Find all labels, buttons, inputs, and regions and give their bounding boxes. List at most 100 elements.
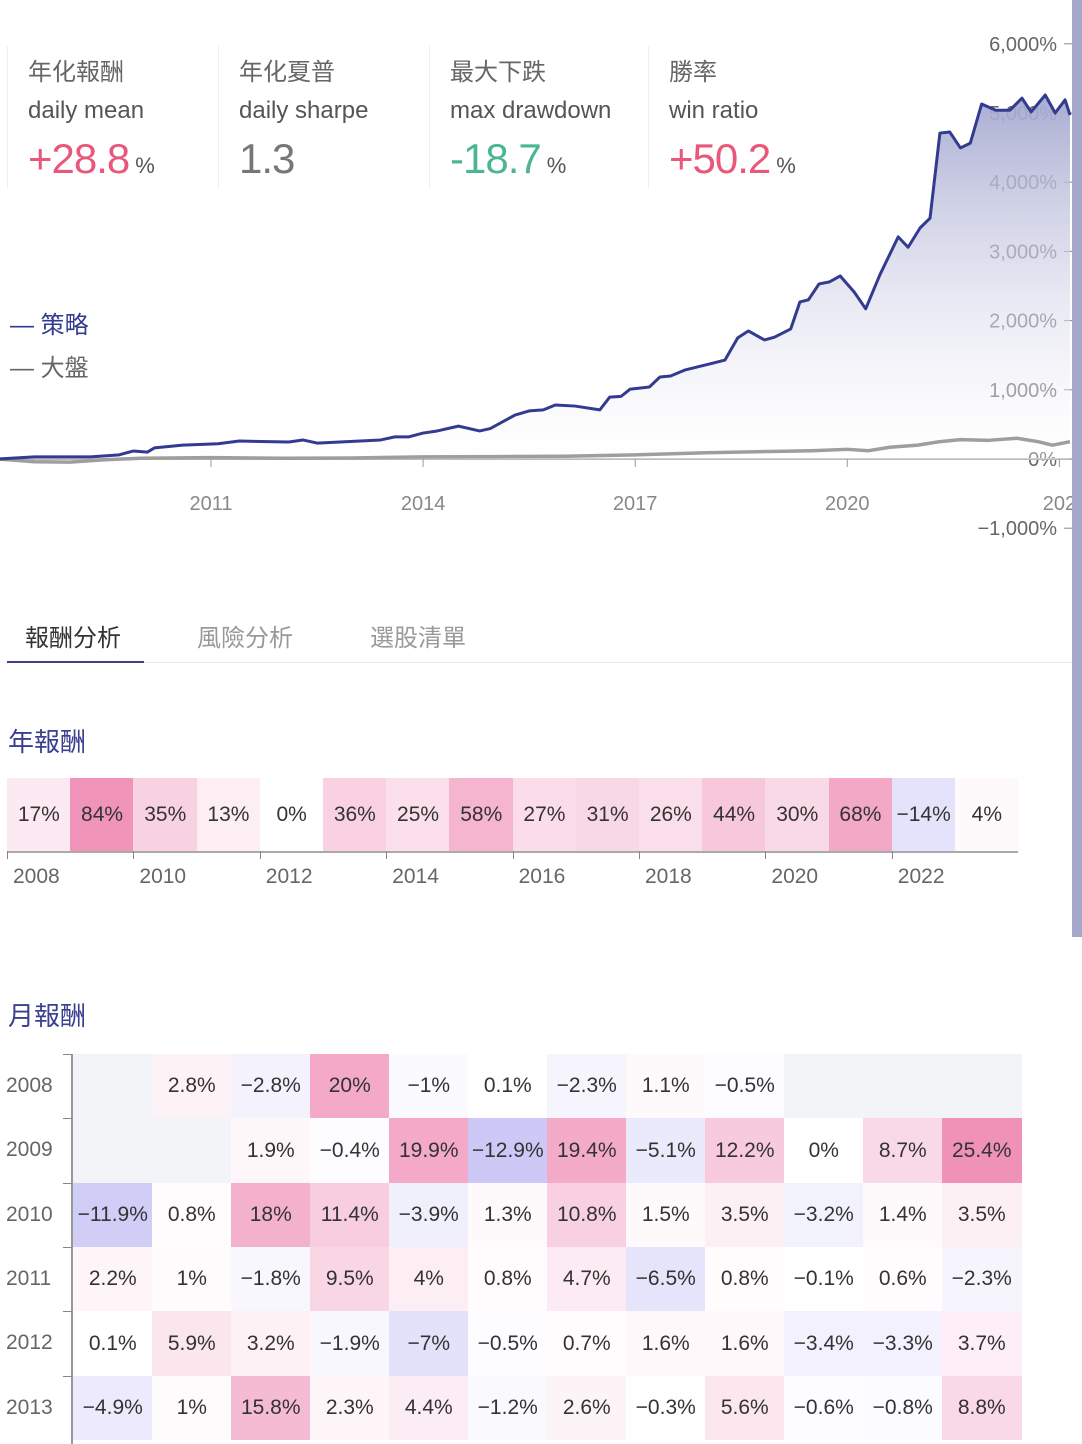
monthly-cell: 5.6% [705, 1375, 785, 1441]
monthly-cell: 9.5% [310, 1246, 390, 1312]
annual-cell: 13% [196, 778, 261, 851]
monthly-cell: −4.9% [73, 1375, 153, 1441]
monthly-cell: 3.5% [942, 1182, 1022, 1248]
monthly-cell: 3.7% [942, 1311, 1022, 1376]
monthly-cell: 1% [152, 1246, 232, 1312]
annual-cell: 35% [133, 778, 198, 851]
monthly-tick-mark [63, 1246, 72, 1248]
x-tick-label: 2020 [825, 493, 870, 515]
x-tick-label: 202 [1043, 493, 1076, 515]
monthly-cell: −11.9% [73, 1182, 153, 1248]
stat-label-zh: 勝率 [669, 59, 717, 86]
stat-label-en: max drawdown [450, 97, 612, 124]
monthly-cell: 4.4% [389, 1375, 469, 1441]
annual-cell: 36% [323, 778, 387, 851]
stat-value: +50.2% [669, 135, 863, 183]
annual-cell: 84% [70, 778, 134, 851]
monthly-cell: −0.5% [468, 1311, 548, 1376]
monthly-cell: 19.4% [547, 1118, 627, 1184]
monthly-cell: −3.3% [863, 1311, 943, 1376]
monthly-tick-mark [63, 1311, 72, 1313]
monthly-cell [863, 1054, 943, 1119]
monthly-cell: 0% [784, 1118, 864, 1184]
monthly-row-label: 2011 [6, 1266, 52, 1290]
monthly-cell: −3.9% [389, 1182, 469, 1248]
stat-label-zh: 年化夏普 [239, 59, 335, 86]
strategy-line [0, 93, 1072, 461]
monthly-cell [152, 1118, 232, 1184]
monthly-cell [73, 1054, 153, 1119]
x-tick-label: 2014 [401, 493, 446, 515]
stat-number: -18.7 [450, 135, 542, 182]
monthly-cell: −0.5% [705, 1054, 785, 1119]
monthly-cell: 4% [389, 1246, 469, 1312]
stat-card: 年化夏普 daily sharpe 1.3 [218, 46, 429, 188]
monthly-cell: 0.1% [73, 1311, 153, 1376]
tab-stock-list[interactable]: 選股清單 [370, 625, 466, 652]
annual-cell: 27% [512, 778, 577, 851]
monthly-cell: 3.5% [705, 1182, 785, 1248]
stat-unit: % [776, 153, 796, 178]
legend-strategy[interactable]: — 策略 [10, 312, 89, 339]
monthly-cell: 8.8% [942, 1375, 1022, 1441]
annual-tick-mark [7, 851, 8, 859]
monthly-cell [73, 1118, 153, 1184]
annual-tick-label: 2020 [771, 865, 819, 888]
annual-tick-mark [386, 851, 388, 859]
stat-card: 勝率 win ratio +50.2% [648, 46, 863, 188]
monthly-tick-mark [63, 1054, 72, 1055]
monthly-cell: 2.8% [152, 1054, 232, 1119]
monthly-row-label: 2009 [6, 1138, 53, 1162]
annual-axis-line [7, 851, 1018, 853]
monthly-cell: −3.4% [784, 1311, 864, 1376]
monthly-tick-mark [63, 1182, 72, 1184]
monthly-cell: −2.8% [231, 1054, 311, 1119]
annual-cell: 17% [7, 778, 71, 851]
monthly-row-label: 2010 [6, 1202, 53, 1226]
monthly-cell: −0.8% [863, 1375, 943, 1441]
stat-number: +50.2 [669, 135, 771, 182]
active-tab-indicator [7, 661, 144, 663]
monthly-cell: 20% [310, 1054, 390, 1119]
annual-cell: 31% [575, 778, 640, 851]
tab-returns-analysis[interactable]: 報酬分析 [25, 625, 121, 652]
annual-cell: 4% [955, 778, 1019, 851]
benchmark-line [0, 436, 1071, 464]
annual-cell: 44% [702, 778, 766, 851]
monthly-cell: 0.7% [547, 1311, 627, 1376]
monthly-cell: 2.2% [73, 1246, 153, 1312]
stat-label-zh: 最大下跌 [450, 59, 546, 86]
monthly-cell: 11.4% [310, 1182, 390, 1248]
annual-tick-mark [639, 851, 640, 859]
stat-value: -18.7% [450, 135, 640, 183]
stat-value: +28.8% [28, 135, 218, 183]
scrollbar[interactable] [1072, 0, 1082, 937]
monthly-cell: 1.9% [231, 1118, 311, 1184]
monthly-cell: −3.2% [784, 1182, 864, 1248]
annual-cell: 0% [259, 778, 324, 851]
annual-tick-label: 2010 [139, 865, 187, 888]
tab-risk-analysis[interactable]: 風險分析 [197, 625, 293, 652]
stat-unit: % [546, 153, 567, 178]
stat-label-en: daily sharpe [239, 97, 369, 124]
monthly-cell: 0.8% [468, 1246, 548, 1312]
legend-benchmark[interactable]: — 大盤 [10, 355, 89, 382]
stat-label-zh: 年化報酬 [28, 59, 124, 86]
monthly-cell: 1.4% [863, 1182, 943, 1248]
annual-cell: −14% [891, 778, 956, 851]
stat-number: +28.8 [28, 135, 130, 182]
monthly-tick-mark [63, 1375, 72, 1377]
monthly-cell: −0.1% [784, 1246, 864, 1312]
analysis-tabs: 報酬分析 風險分析 選股清單 [7, 610, 1072, 663]
monthly-cell: 19.9% [389, 1118, 469, 1184]
monthly-cell: −0.4% [310, 1118, 390, 1184]
annual-tick-mark [133, 851, 135, 859]
monthly-cell: 0.1% [468, 1054, 548, 1119]
monthly-cell: −1.8% [231, 1246, 311, 1312]
monthly-cell: −0.3% [626, 1375, 706, 1441]
annual-cell: 58% [449, 778, 514, 851]
monthly-cell: 15.8% [231, 1375, 311, 1441]
monthly-cell: −1.9% [310, 1311, 390, 1376]
monthly-cell: −5.1% [626, 1118, 706, 1184]
monthly-cell: 4.7% [547, 1246, 627, 1312]
